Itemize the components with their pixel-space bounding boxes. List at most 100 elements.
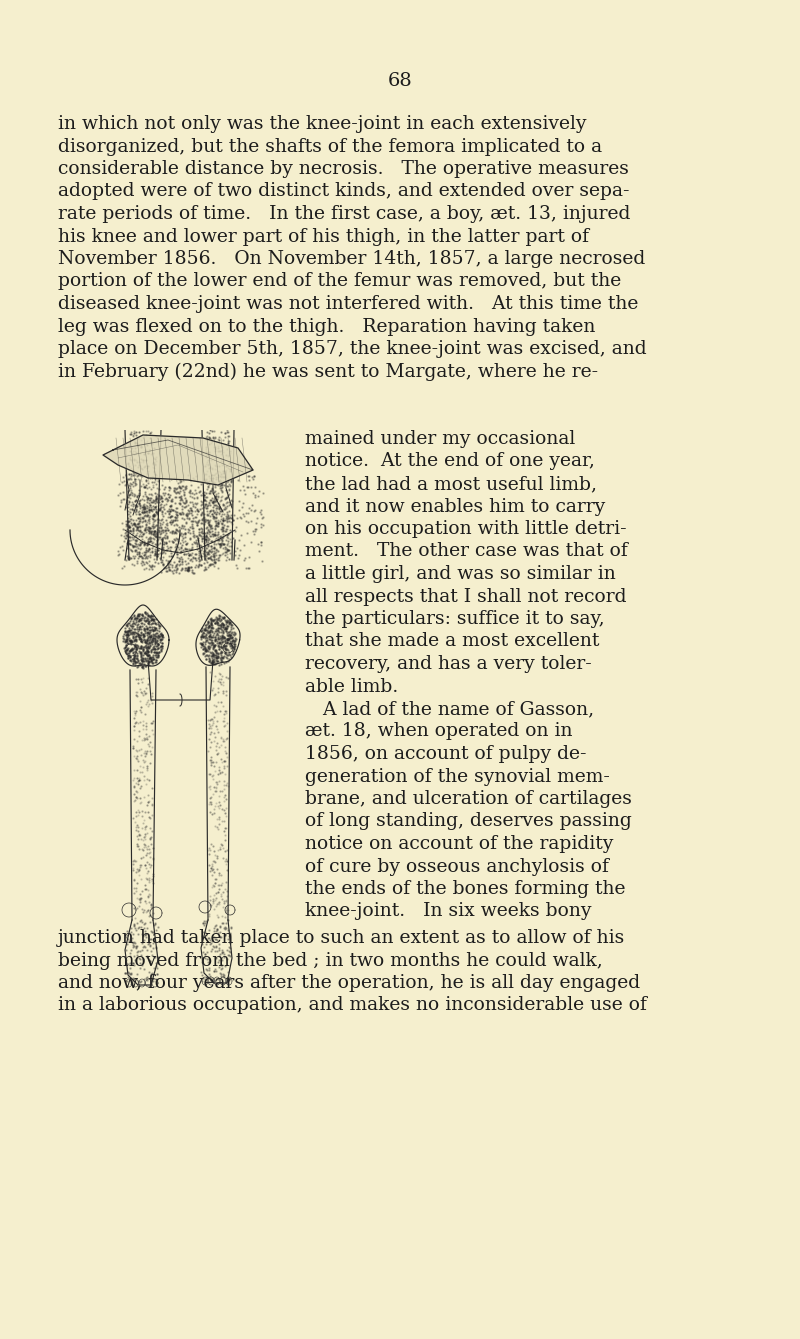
Point — [222, 628, 235, 649]
Point — [215, 454, 228, 475]
Point — [223, 967, 236, 988]
Point — [125, 457, 138, 478]
Point — [202, 511, 215, 533]
Text: able limb.: able limb. — [305, 678, 398, 695]
Point — [223, 474, 236, 495]
Point — [212, 549, 225, 570]
Point — [142, 790, 155, 811]
Point — [135, 458, 148, 479]
Point — [194, 545, 207, 566]
Point — [132, 829, 145, 850]
Point — [123, 968, 136, 990]
Point — [174, 477, 187, 498]
Point — [145, 443, 158, 465]
Point — [134, 521, 146, 542]
Point — [219, 479, 232, 501]
Point — [198, 489, 210, 510]
Point — [191, 557, 204, 578]
Point — [158, 485, 170, 506]
Point — [251, 534, 264, 556]
Point — [122, 621, 135, 643]
Point — [209, 437, 222, 458]
Point — [218, 652, 230, 674]
Point — [194, 521, 207, 542]
Point — [160, 509, 173, 530]
Point — [207, 556, 220, 577]
Point — [206, 420, 218, 442]
Point — [153, 615, 166, 636]
Point — [206, 888, 219, 909]
Point — [203, 482, 216, 503]
Point — [202, 621, 215, 643]
Point — [207, 935, 220, 956]
Point — [198, 639, 211, 660]
Point — [150, 633, 163, 655]
Point — [140, 628, 153, 649]
Point — [123, 620, 136, 641]
Point — [134, 475, 147, 497]
Point — [112, 544, 125, 565]
Point — [252, 540, 265, 561]
Point — [210, 888, 222, 909]
Point — [115, 471, 128, 493]
Point — [206, 639, 219, 660]
Point — [122, 629, 135, 651]
Point — [138, 502, 150, 524]
Point — [140, 815, 153, 837]
Point — [153, 625, 166, 647]
Point — [145, 499, 158, 521]
Point — [148, 449, 161, 470]
Point — [206, 714, 218, 735]
Point — [194, 490, 207, 511]
Point — [173, 550, 186, 572]
Point — [225, 647, 238, 668]
Point — [219, 643, 232, 664]
Point — [174, 486, 186, 507]
Point — [218, 533, 230, 554]
Point — [129, 621, 142, 643]
Point — [206, 617, 218, 639]
Point — [130, 442, 142, 463]
Point — [146, 652, 158, 674]
Point — [164, 501, 177, 522]
Point — [130, 442, 142, 463]
Point — [126, 545, 139, 566]
Point — [220, 546, 233, 568]
Point — [209, 612, 222, 633]
Point — [144, 499, 157, 521]
Point — [123, 640, 136, 661]
Point — [131, 469, 144, 490]
Point — [199, 470, 212, 491]
Point — [155, 621, 168, 643]
Point — [154, 616, 166, 637]
Point — [142, 604, 155, 625]
Point — [151, 633, 164, 655]
Point — [140, 506, 153, 528]
Point — [150, 608, 162, 629]
Point — [150, 514, 162, 536]
Point — [246, 466, 258, 487]
Point — [134, 510, 146, 532]
Point — [134, 552, 147, 573]
Point — [214, 536, 226, 557]
Point — [216, 507, 229, 529]
Point — [132, 434, 145, 455]
Point — [213, 546, 226, 568]
Point — [129, 607, 142, 628]
Point — [196, 482, 209, 503]
Point — [197, 526, 210, 548]
Point — [207, 479, 220, 501]
Point — [227, 633, 240, 655]
Point — [169, 478, 182, 499]
Point — [143, 439, 156, 461]
Point — [195, 952, 208, 973]
Point — [135, 651, 148, 672]
Point — [206, 635, 219, 656]
Point — [168, 537, 181, 558]
Point — [150, 489, 162, 510]
Point — [206, 609, 218, 631]
Point — [122, 548, 135, 569]
Point — [255, 550, 268, 572]
Point — [127, 857, 140, 878]
Point — [214, 605, 226, 627]
